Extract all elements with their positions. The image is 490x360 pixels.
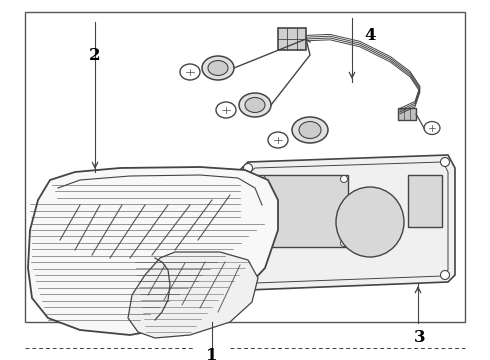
Text: 2: 2 <box>89 48 101 64</box>
FancyBboxPatch shape <box>258 175 348 247</box>
Ellipse shape <box>341 239 347 247</box>
Ellipse shape <box>244 163 252 172</box>
Ellipse shape <box>292 117 328 143</box>
Ellipse shape <box>441 158 449 166</box>
Ellipse shape <box>341 175 347 183</box>
Ellipse shape <box>259 175 266 183</box>
FancyBboxPatch shape <box>408 175 442 227</box>
Ellipse shape <box>216 102 236 118</box>
Polygon shape <box>238 155 455 290</box>
Ellipse shape <box>336 187 404 257</box>
Ellipse shape <box>244 278 252 287</box>
Ellipse shape <box>208 60 228 76</box>
Polygon shape <box>128 252 258 338</box>
Polygon shape <box>28 167 278 335</box>
FancyBboxPatch shape <box>278 28 306 50</box>
Text: 4: 4 <box>364 27 376 44</box>
Ellipse shape <box>245 98 265 112</box>
Text: 3: 3 <box>414 329 426 346</box>
Ellipse shape <box>268 132 288 148</box>
Ellipse shape <box>299 122 321 139</box>
Ellipse shape <box>239 93 271 117</box>
Ellipse shape <box>424 122 440 135</box>
Ellipse shape <box>202 56 234 80</box>
Ellipse shape <box>441 270 449 279</box>
Ellipse shape <box>180 64 200 80</box>
Ellipse shape <box>259 239 266 247</box>
Bar <box>25 12 465 322</box>
Text: 1: 1 <box>206 346 218 360</box>
FancyBboxPatch shape <box>398 108 416 120</box>
